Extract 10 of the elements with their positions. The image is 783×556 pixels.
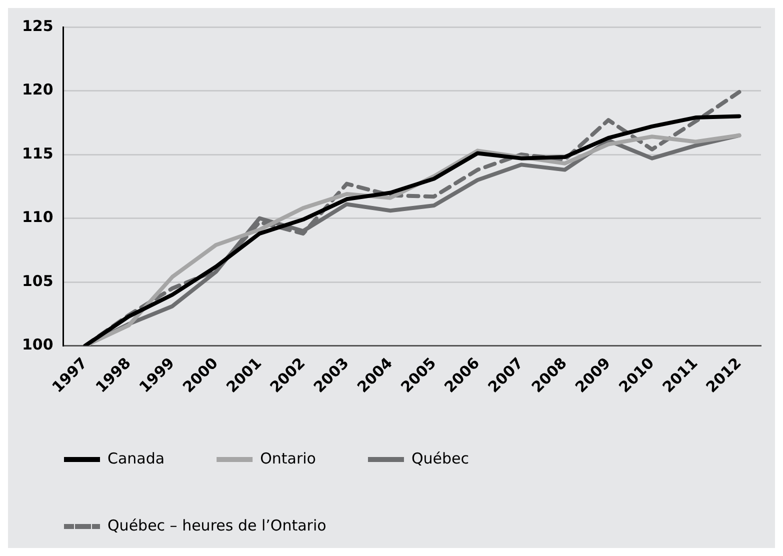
legend-label: Québec bbox=[411, 449, 470, 468]
y-tick-label: 110 bbox=[22, 208, 54, 226]
y-tick-label: 100 bbox=[22, 336, 54, 354]
y-tick-label: 115 bbox=[22, 144, 54, 162]
legend-label: Québec – heures de l’Ontario bbox=[108, 516, 326, 534]
legend-label: Ontario bbox=[260, 449, 316, 468]
y-tick-label: 120 bbox=[22, 80, 54, 99]
legend-label: Canada bbox=[108, 449, 165, 468]
y-tick-label: 125 bbox=[22, 16, 54, 35]
y-tick-label: 105 bbox=[22, 272, 54, 290]
